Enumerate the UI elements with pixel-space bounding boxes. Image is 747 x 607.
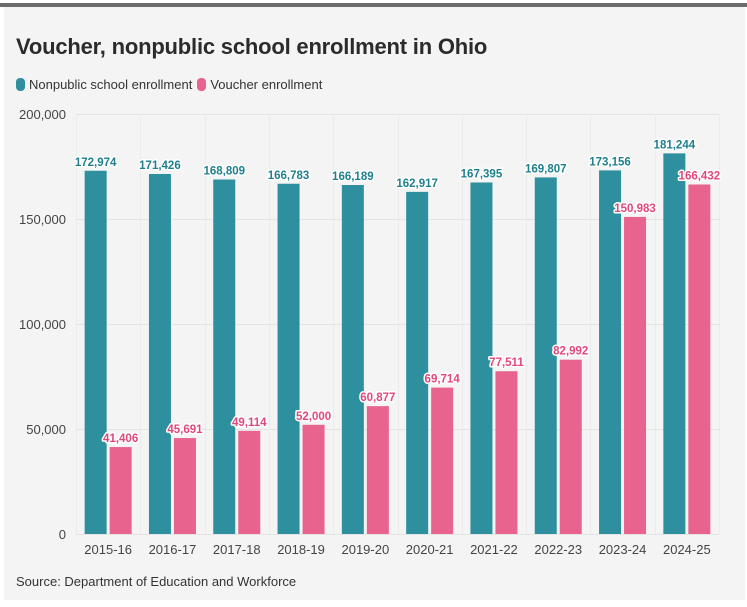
value-label-voucher: 150,983 [614, 203, 656, 215]
bar-voucher [431, 387, 454, 534]
x-tick-label: 2016-17 [149, 542, 197, 557]
x-tick-label: 2023-24 [599, 542, 647, 557]
value-label-nonpublic: 173,156 [589, 156, 631, 168]
bar-nonpublic [663, 153, 686, 534]
legend-label-nonpublic: Nonpublic school enrollment [29, 77, 193, 92]
value-label-nonpublic: 162,917 [396, 178, 438, 190]
y-tick-label: 150,000 [19, 212, 66, 227]
value-label-halo: 166,432 [679, 170, 721, 182]
bars [84, 153, 711, 535]
legend-item-nonpublic[interactable]: Nonpublic school enrollment [16, 77, 192, 92]
source-note: Source: Department of Education and Work… [16, 574, 297, 589]
x-tick-label: 2019-20 [341, 542, 389, 557]
legend: Nonpublic school enrollment Voucher enro… [16, 77, 327, 92]
value-label-halo: 41,406 [103, 433, 138, 445]
y-tick-label: 200,000 [19, 107, 66, 122]
x-tick-label: 2022-23 [534, 542, 582, 557]
bar-nonpublic [470, 182, 493, 534]
value-label-halo: 181,244 [654, 139, 696, 151]
value-label-voucher: 77,511 [489, 357, 524, 369]
value-label-halo: 82,992 [553, 346, 588, 358]
value-label-halo: 162,917 [396, 178, 438, 190]
value-label-halo: 150,983 [614, 203, 656, 215]
value-label-halo: 171,426 [139, 160, 181, 172]
value-label-voucher: 69,714 [425, 374, 461, 386]
value-label-halo: 77,511 [489, 357, 524, 369]
value-label-halo: 173,156 [589, 156, 631, 168]
value-label-nonpublic: 181,244 [654, 139, 696, 151]
value-label-halo: 69,714 [425, 374, 461, 386]
value-label-voucher: 45,691 [167, 424, 203, 436]
value-label-nonpublic: 166,189 [332, 171, 374, 183]
bar-nonpublic [599, 170, 622, 534]
value-label-halo: 52,000 [296, 411, 331, 423]
x-axis: 2015-16 2016-17 2017-18 2018-19 2019-20 2020-… [84, 542, 710, 557]
value-label-halo: 60,877 [360, 392, 395, 404]
bar-nonpublic [406, 191, 429, 534]
value-label-nonpublic: 172,974 [75, 157, 117, 169]
legend-item-voucher[interactable]: Voucher enrollment [197, 77, 322, 92]
value-label-voucher: 166,432 [679, 170, 721, 182]
value-label-nonpublic: 169,807 [525, 163, 567, 175]
x-tick-label: 2020-21 [406, 542, 454, 557]
value-label-halo: 49,114 [232, 417, 267, 429]
bar-voucher [238, 430, 261, 534]
x-tick-label: 2021-22 [470, 542, 518, 557]
value-label-halo: 166,783 [268, 170, 310, 182]
legend-label-voucher: Voucher enrollment [210, 77, 323, 92]
bar-nonpublic [341, 185, 364, 534]
bar-nonpublic [534, 177, 557, 534]
y-tick-label: 50,000 [26, 422, 66, 437]
legend-swatch-voucher [197, 78, 207, 91]
value-label-halo: 167,395 [461, 168, 503, 180]
y-tick-label: 100,000 [19, 317, 66, 332]
bar-voucher [559, 359, 582, 534]
chart-title: Voucher, nonpublic school enrollment in … [16, 34, 488, 59]
value-label-halo: 166,189 [332, 171, 374, 183]
value-label-voucher: 41,406 [103, 433, 138, 445]
x-tick-label: 2018-19 [277, 542, 325, 557]
bar-nonpublic [84, 170, 107, 535]
value-label-halo: 168,809 [203, 166, 245, 178]
bar-voucher [688, 184, 711, 534]
value-label-voucher: 49,114 [232, 417, 267, 429]
value-label-nonpublic: 167,395 [461, 168, 503, 180]
value-labels: 172,974172,97441,40641,406171,426171,426… [73, 138, 721, 447]
y-tick-label: 0 [59, 527, 66, 542]
x-tick-label: 2017-18 [213, 542, 261, 557]
top-rule [0, 3, 747, 7]
gridlines [76, 114, 720, 535]
value-label-halo: 45,691 [167, 424, 203, 436]
value-label-nonpublic: 166,783 [268, 170, 310, 182]
value-label-voucher: 60,877 [360, 392, 395, 404]
bar-voucher [302, 424, 325, 534]
value-label-halo: 169,807 [525, 163, 567, 175]
value-label-voucher: 52,000 [296, 411, 331, 423]
bar-voucher [624, 216, 647, 534]
bar-voucher [366, 406, 389, 534]
bar-voucher [495, 371, 518, 534]
bar-voucher [109, 447, 132, 534]
bar-voucher [173, 438, 196, 534]
value-label-nonpublic: 168,809 [203, 166, 245, 178]
bar-nonpublic [148, 174, 171, 534]
y-axis: 0 50,000 100,000 150,000 200,000 [19, 107, 66, 542]
value-label-voucher: 82,992 [553, 346, 588, 358]
x-tick-label: 2024-25 [663, 542, 711, 557]
x-tick-label: 2015-16 [84, 542, 132, 557]
bar-nonpublic [213, 179, 236, 534]
bar-nonpublic [277, 183, 300, 534]
value-label-nonpublic: 171,426 [139, 160, 181, 172]
value-label-halo: 172,974 [75, 157, 117, 169]
legend-swatch-nonpublic [16, 78, 25, 91]
